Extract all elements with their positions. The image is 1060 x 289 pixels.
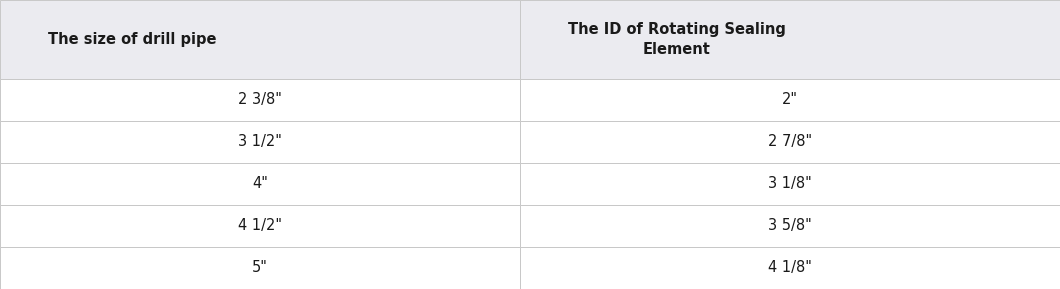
Text: The ID of Rotating Sealing
Element: The ID of Rotating Sealing Element [568,22,785,57]
Text: The size of drill pipe: The size of drill pipe [48,32,216,47]
Bar [0,121,520,163]
Text: 3 1/8": 3 1/8" [768,176,812,191]
Bar [520,121,1060,163]
Text: 2 7/8": 2 7/8" [767,134,812,149]
Bar [520,79,1060,121]
Text: 4 1/8": 4 1/8" [768,260,812,275]
Bar [0,163,520,205]
Text: 3 5/8": 3 5/8" [768,218,812,234]
Bar [0,0,520,79]
Text: 3 1/2": 3 1/2" [238,134,282,149]
Bar [0,79,520,121]
Text: 2": 2" [782,92,798,107]
Text: 4 1/2": 4 1/2" [238,218,282,234]
Bar [520,205,1060,247]
Bar [0,247,520,289]
Text: 4": 4" [252,176,268,191]
Bar [0,205,520,247]
Bar [520,0,1060,79]
Bar [520,247,1060,289]
Text: 5": 5" [252,260,268,275]
Text: 2 3/8": 2 3/8" [238,92,282,107]
Bar [520,163,1060,205]
